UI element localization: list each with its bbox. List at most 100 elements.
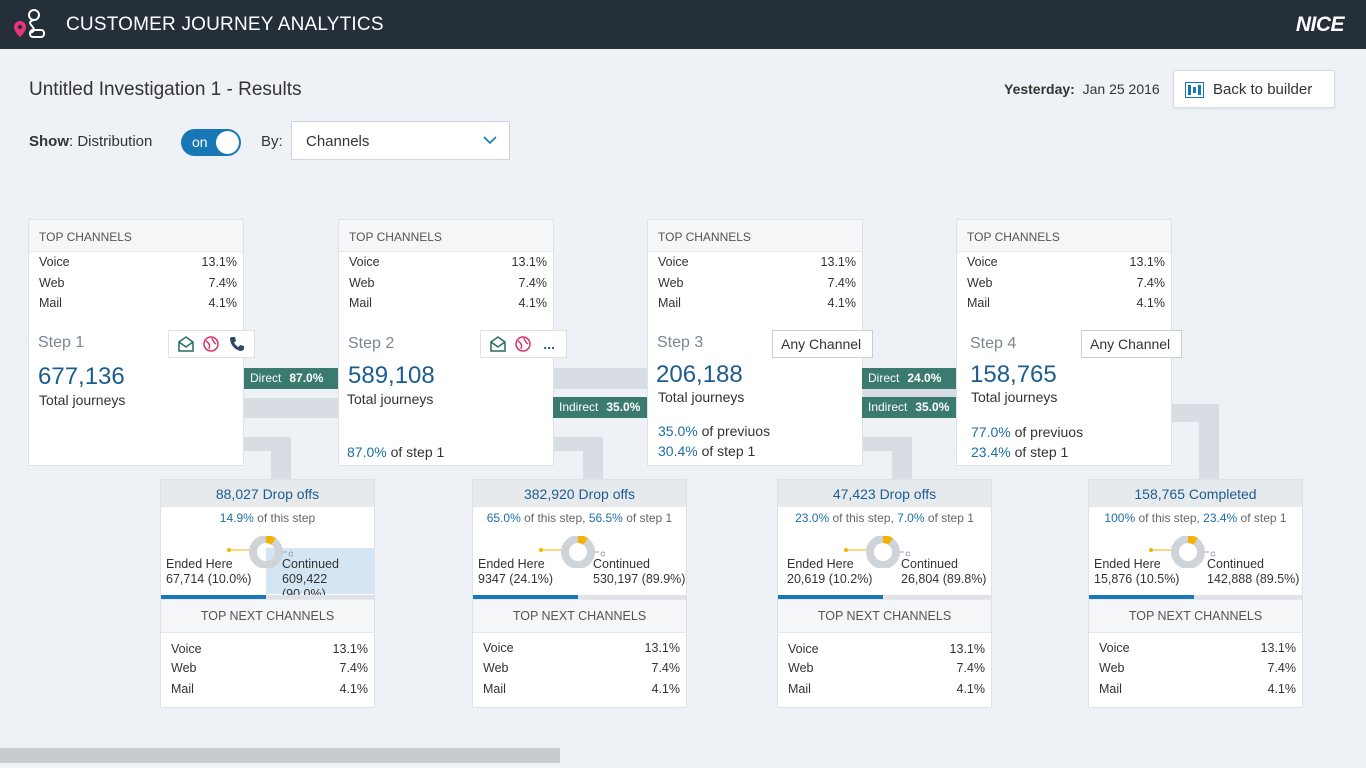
dropoff-title: 47,423 Drop offs [778,480,991,507]
channel-row-voice: Voice 13.1% [39,255,237,269]
by-dropdown-value: Channels [306,133,370,150]
continued-bar [266,595,374,599]
next-channel-row-mail: Mail 4.1% [483,682,680,696]
date-label: Yesterday: [1004,81,1075,97]
donut-chart-icon [539,536,605,568]
continued-bar [883,595,991,599]
step-pct-of-step1: 87.0% of step 1 [347,444,445,460]
continued-segment: Continued 142,888 (89.5%) [1207,557,1300,586]
dropoff-subtitle: 23.0% of this step, 7.0% of step 1 [795,511,974,525]
channel-row-mail: Mail 4.1% [349,296,547,310]
donut-chart-icon [227,536,293,568]
dropoff-card-2[interactable]: 382,920 Drop offs 65.0% of this step, 56… [472,479,687,708]
top-channels-card-step2: TOP CHANNELS Voice 13.1% Web 7.4% Mail 4.1% [338,219,554,331]
ended-here: Ended Here 9347 (24.1%) [478,557,554,586]
distribution-toggle[interactable]: on [181,129,241,156]
ended-bar [473,595,578,599]
flow-connector [271,437,291,480]
any-channel-selector[interactable]: Any Channel [1081,330,1182,358]
app-title: CUSTOMER JOURNEY ANALYTICS [66,14,384,35]
flow-connector [553,368,649,389]
continued-bar [578,595,686,599]
channel-row-mail: Mail 4.1% [39,296,237,310]
date-display: Yesterday: Jan 25 2016 [1004,81,1160,97]
dropoff-card-1[interactable]: 88,027 Drop offs 14.9% of this step Cont… [160,479,375,708]
more-channels-button[interactable]: ... [543,336,555,352]
continued-segment: Continued 26,804 (89.8%) [901,557,987,586]
channel-row-mail: Mail 4.1% [967,296,1165,310]
chevron-down-icon [483,136,497,145]
step-pct-of-previous: 77.0% of previuos [971,424,1084,440]
next-channel-row-web: Web 7.4% [1099,661,1296,675]
journey-logo-icon [14,9,45,38]
next-channel-row-mail: Mail 4.1% [171,682,368,696]
step-total: 206,188 [656,361,743,388]
step-name: Step 2 [348,335,395,352]
by-label: By: [261,133,283,150]
next-channel-row-voice: Voice 13.1% [1099,641,1296,655]
flow-connector [892,437,912,480]
donut-chart-icon [844,536,910,568]
dropoff-title: 382,920 Drop offs [473,480,686,507]
dropoff-subtitle: 14.9% of this step [219,511,316,525]
web-icon[interactable] [201,334,221,354]
flow-connector [1199,404,1219,480]
step-pct-of-previous: 35.0% of previuos [658,423,771,439]
channel-row-web: Web 7.4% [658,275,856,290]
page-title: Untitled Investigation 1 - Results [29,79,302,100]
step-name: Step 4 [970,335,1017,352]
completed-card-4[interactable]: 158,765 Completed 100% of this step, 23.… [1088,479,1303,708]
ended-here: Ended Here 20,619 (10.2%) [787,557,873,586]
step-card-3[interactable]: Step 3 206,188 Total journeys 35.0% of p… [647,330,863,466]
ended-here: Ended Here 15,876 (10.5%) [1094,557,1180,586]
top-channels-header: TOP CHANNELS [29,220,243,252]
show-label: Show: Distribution [29,133,153,150]
continued-bar [1194,595,1302,599]
brand-logo: NICE [1295,13,1345,36]
top-next-channels-header: TOP NEXT CHANNELS [1089,599,1302,633]
top-channels-card-step1: TOP CHANNELS Voice 13.1% Web 7.4% Mail 4.1% [28,219,244,331]
top-next-channels-header: TOP NEXT CHANNELS [778,599,991,633]
ended-bar [778,595,883,599]
builder-icon [1185,82,1204,98]
continued-segment: Continued 609,422 (90.0%) [266,548,374,601]
link-badge-indirect-3: Indirect 35.0% [862,397,956,418]
step-pct-of-step1: 23.4% of step 1 [971,444,1069,460]
ended-here: Ended Here 67,714 (10.0%) [166,557,252,586]
next-channel-row-voice: Voice 13.1% [483,641,680,655]
dropoff-subtitle: 100% of this step, 23.4% of step 1 [1104,511,1287,525]
by-dropdown[interactable]: Channels [291,121,510,160]
link-badge-direct-3: Direct 24.0% [862,368,956,389]
channel-row-voice: Voice 13.1% [967,255,1165,269]
flow-connector [244,398,340,418]
top-channels-header: TOP CHANNELS [339,220,553,252]
step-total: 677,136 [38,363,125,390]
next-channel-row-voice: Voice 13.1% [788,642,985,656]
top-channels-header: TOP CHANNELS [648,220,862,252]
step1-channel-icons [168,330,255,358]
continued-segment: Continued 530,197 (89.9%) [593,557,686,586]
channel-row-web: Web 7.4% [349,275,547,290]
step-total-label: Total journeys [971,389,1058,405]
next-channel-row-mail: Mail 4.1% [788,682,985,696]
any-channel-selector[interactable]: Any Channel [772,330,873,358]
top-channels-card-step4: TOP CHANNELS Voice 13.1% Web 7.4% Mail 4.1% [956,219,1172,331]
next-channel-row-web: Web 7.4% [788,661,985,675]
dropoff-card-3[interactable]: 47,423 Drop offs 23.0% of this step, 7.0… [777,479,992,708]
channel-row-mail: Mail 4.1% [658,296,856,310]
link-badge-direct-1: Direct 87.0% [244,368,339,389]
date-value: Jan 25 2016 [1082,81,1160,97]
back-to-builder-button[interactable]: Back to builder [1173,70,1335,108]
mail-icon[interactable] [488,334,508,354]
toggle-knob [216,131,239,154]
flow-connector [583,437,603,480]
web-icon[interactable] [513,334,533,354]
mail-icon[interactable] [176,334,196,354]
channel-row-voice: Voice 13.1% [658,255,856,269]
dropoff-subtitle: 65.0% of this step, 56.5% of step 1 [486,511,673,525]
phone-icon[interactable] [227,334,247,354]
toggle-state: on [192,134,208,150]
next-channel-row-mail: Mail 4.1% [1099,682,1296,696]
step-name: Step 1 [38,334,85,351]
horizontal-scrollbar[interactable] [0,748,560,763]
